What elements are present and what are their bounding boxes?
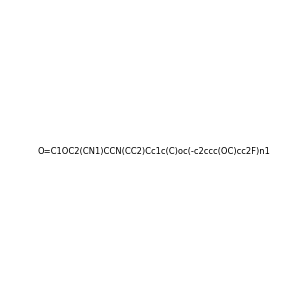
Text: O=C1OC2(CN1)CCN(CC2)Cc1c(C)oc(-c2ccc(OC)cc2F)n1: O=C1OC2(CN1)CCN(CC2)Cc1c(C)oc(-c2ccc(OC)… [37, 147, 270, 156]
